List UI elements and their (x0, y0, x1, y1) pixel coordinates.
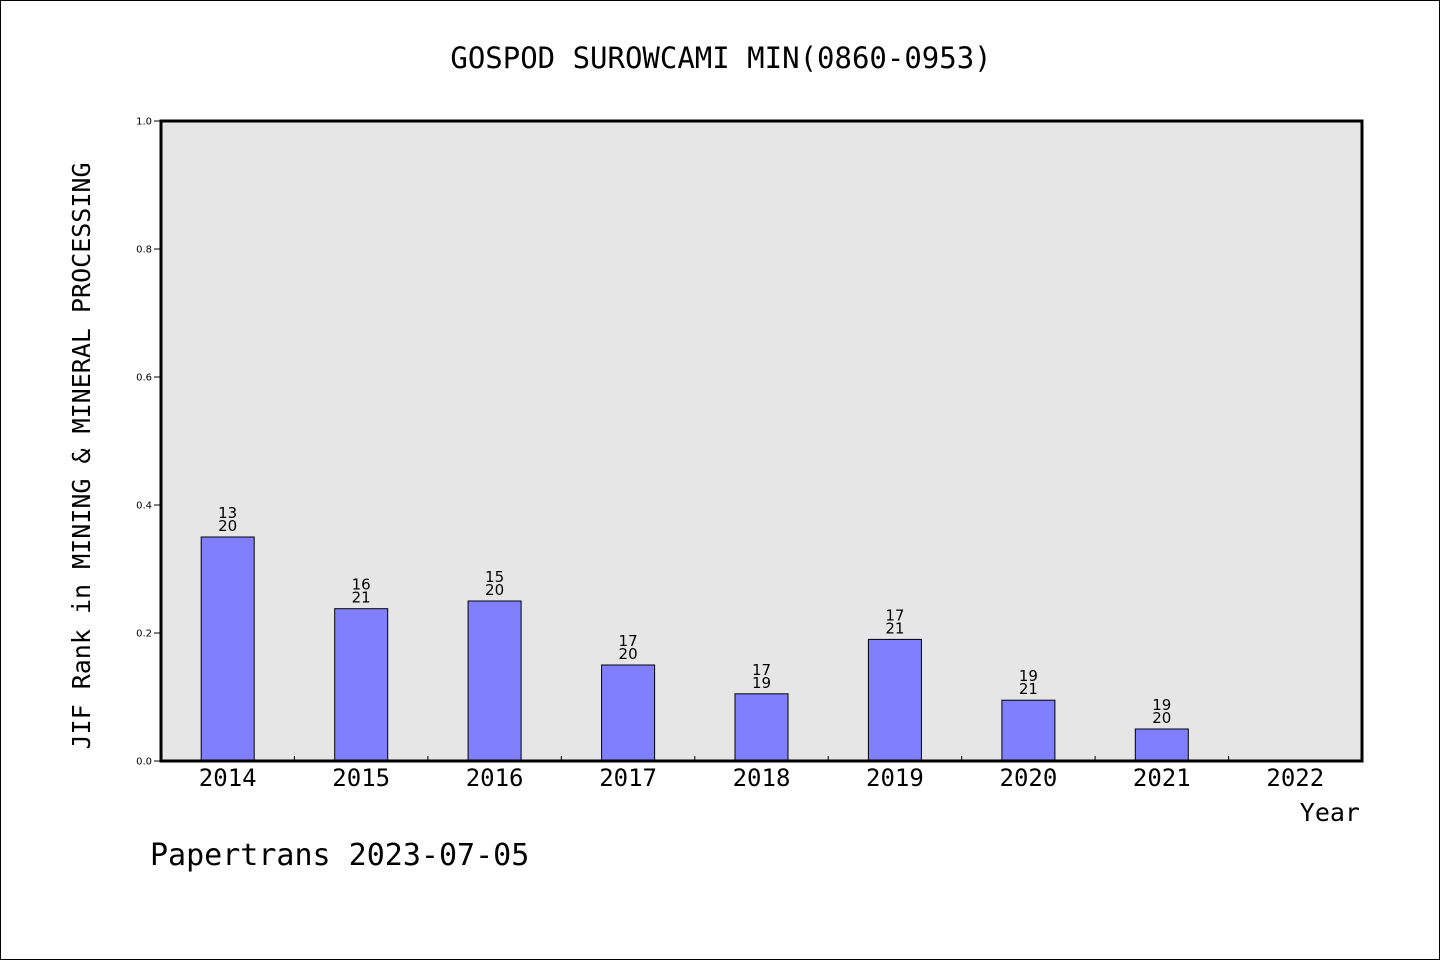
bar-2016 (467, 600, 522, 762)
y-axis-label: JIF Rank in MINING & MINERAL PROCESSING (67, 163, 96, 750)
total-label-2014: 20 (218, 517, 237, 535)
bar-2017 (601, 664, 656, 762)
total-label-2020: 21 (1019, 680, 1038, 698)
x-axis: 2014 2015 2016 2017 2018 2019 2020 2021 2022 (199, 756, 1324, 792)
total-label-2019: 21 (885, 619, 904, 637)
bar-group (200, 536, 1189, 762)
x-tick-label-2015: 2015 (332, 764, 390, 792)
bar-2014 (200, 536, 255, 762)
rank-label-2018: 17 (752, 661, 771, 679)
bar-2020 (1001, 699, 1056, 762)
total-label-2016: 20 (485, 581, 504, 599)
x-tick-label-2019: 2019 (866, 764, 924, 792)
x-axis-label: Year (1300, 798, 1360, 827)
bar-2018 (734, 693, 789, 762)
y-tick-label: 0.8 (136, 245, 152, 256)
total-label-2017: 20 (619, 645, 638, 663)
y-tick-label: 0.4 (136, 501, 152, 512)
y-tick-label: 0.0 (136, 757, 152, 768)
x-tick-label-2021: 2021 (1133, 764, 1191, 792)
x-tick-label-2017: 2017 (599, 764, 657, 792)
y-axis: 0.0 0.2 0.4 0.6 0.8 1.0 (136, 117, 161, 768)
bar-2015 (334, 608, 389, 762)
y-tick-label: 1.0 (136, 117, 152, 128)
rank-label-2016: 15 (485, 568, 504, 586)
bar-2021 (1134, 728, 1189, 762)
plot-frame (159, 119, 1364, 763)
x-tick-label-2022: 2022 (1266, 764, 1324, 792)
rank-label-2017: 17 (619, 632, 638, 650)
bar-2019 (867, 638, 922, 762)
x-tick-label-2018: 2018 (733, 764, 791, 792)
x-tick-label-2014: 2014 (199, 764, 257, 792)
y-tick-label: 0.2 (136, 629, 152, 640)
y-tick-label: 0.6 (136, 373, 152, 384)
chart-title: GOSPOD SUROWCAMI MIN(0860-0953) (450, 41, 991, 75)
rank-label-2015: 16 (352, 576, 371, 594)
x-tick-label-2020: 2020 (1000, 764, 1058, 792)
rank-label-2019: 17 (885, 606, 904, 624)
rank-label-2014: 13 (218, 504, 237, 522)
footer-text: Papertrans 2023-07-05 (150, 838, 529, 873)
total-label-2015: 21 (352, 589, 371, 607)
rank-label-2020: 19 (1019, 667, 1038, 685)
total-label-2021: 20 (1152, 709, 1171, 727)
x-tick-label-2016: 2016 (466, 764, 524, 792)
rank-label-2021: 19 (1152, 696, 1171, 714)
total-label-2018: 19 (752, 674, 771, 692)
